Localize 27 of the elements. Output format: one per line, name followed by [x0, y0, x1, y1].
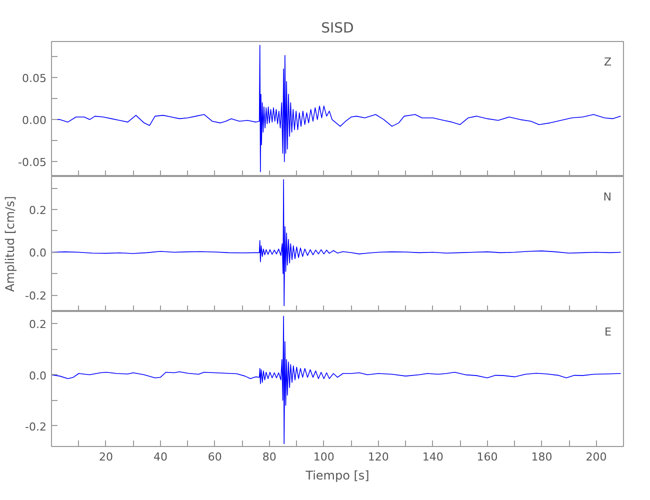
annotation: N	[603, 190, 612, 204]
chart-title: SISD	[321, 20, 354, 36]
x-tick-label: 80	[262, 450, 276, 464]
x-tick-label: 180	[531, 450, 552, 464]
y-tick-label: 0.0	[29, 246, 47, 260]
y-tick-label: 0.0	[29, 369, 47, 382]
x-tick-label: 200	[586, 450, 607, 464]
x-axis-title: Tiempo [s]	[304, 468, 370, 482]
line-series	[52, 316, 622, 444]
y-tick-label: 0.05	[22, 72, 47, 85]
x-tick-label: 160	[476, 450, 498, 464]
y-tick-label: 0.2	[29, 318, 47, 332]
x-tick-label: 40	[153, 450, 168, 464]
y-tick-label: -0.2	[25, 420, 47, 434]
y-tick-label: -0.05	[18, 156, 47, 170]
y-axis-title: Amplitud [cm/s]	[3, 196, 18, 292]
y-tick-label: -0.2	[25, 290, 47, 303]
annotation: E	[604, 326, 612, 338]
y-tick-label: 0.00	[22, 114, 47, 128]
x-tick-label: 100	[313, 450, 334, 464]
x-tick-label: 140	[422, 450, 444, 464]
x-tick-label: 60	[208, 450, 222, 464]
annotation: Z	[604, 56, 612, 68]
x-tick-label: 120	[368, 450, 389, 464]
line-series	[52, 179, 622, 306]
x-tick-label: 20	[98, 450, 113, 464]
y-tick-label: 0.2	[29, 204, 47, 217]
